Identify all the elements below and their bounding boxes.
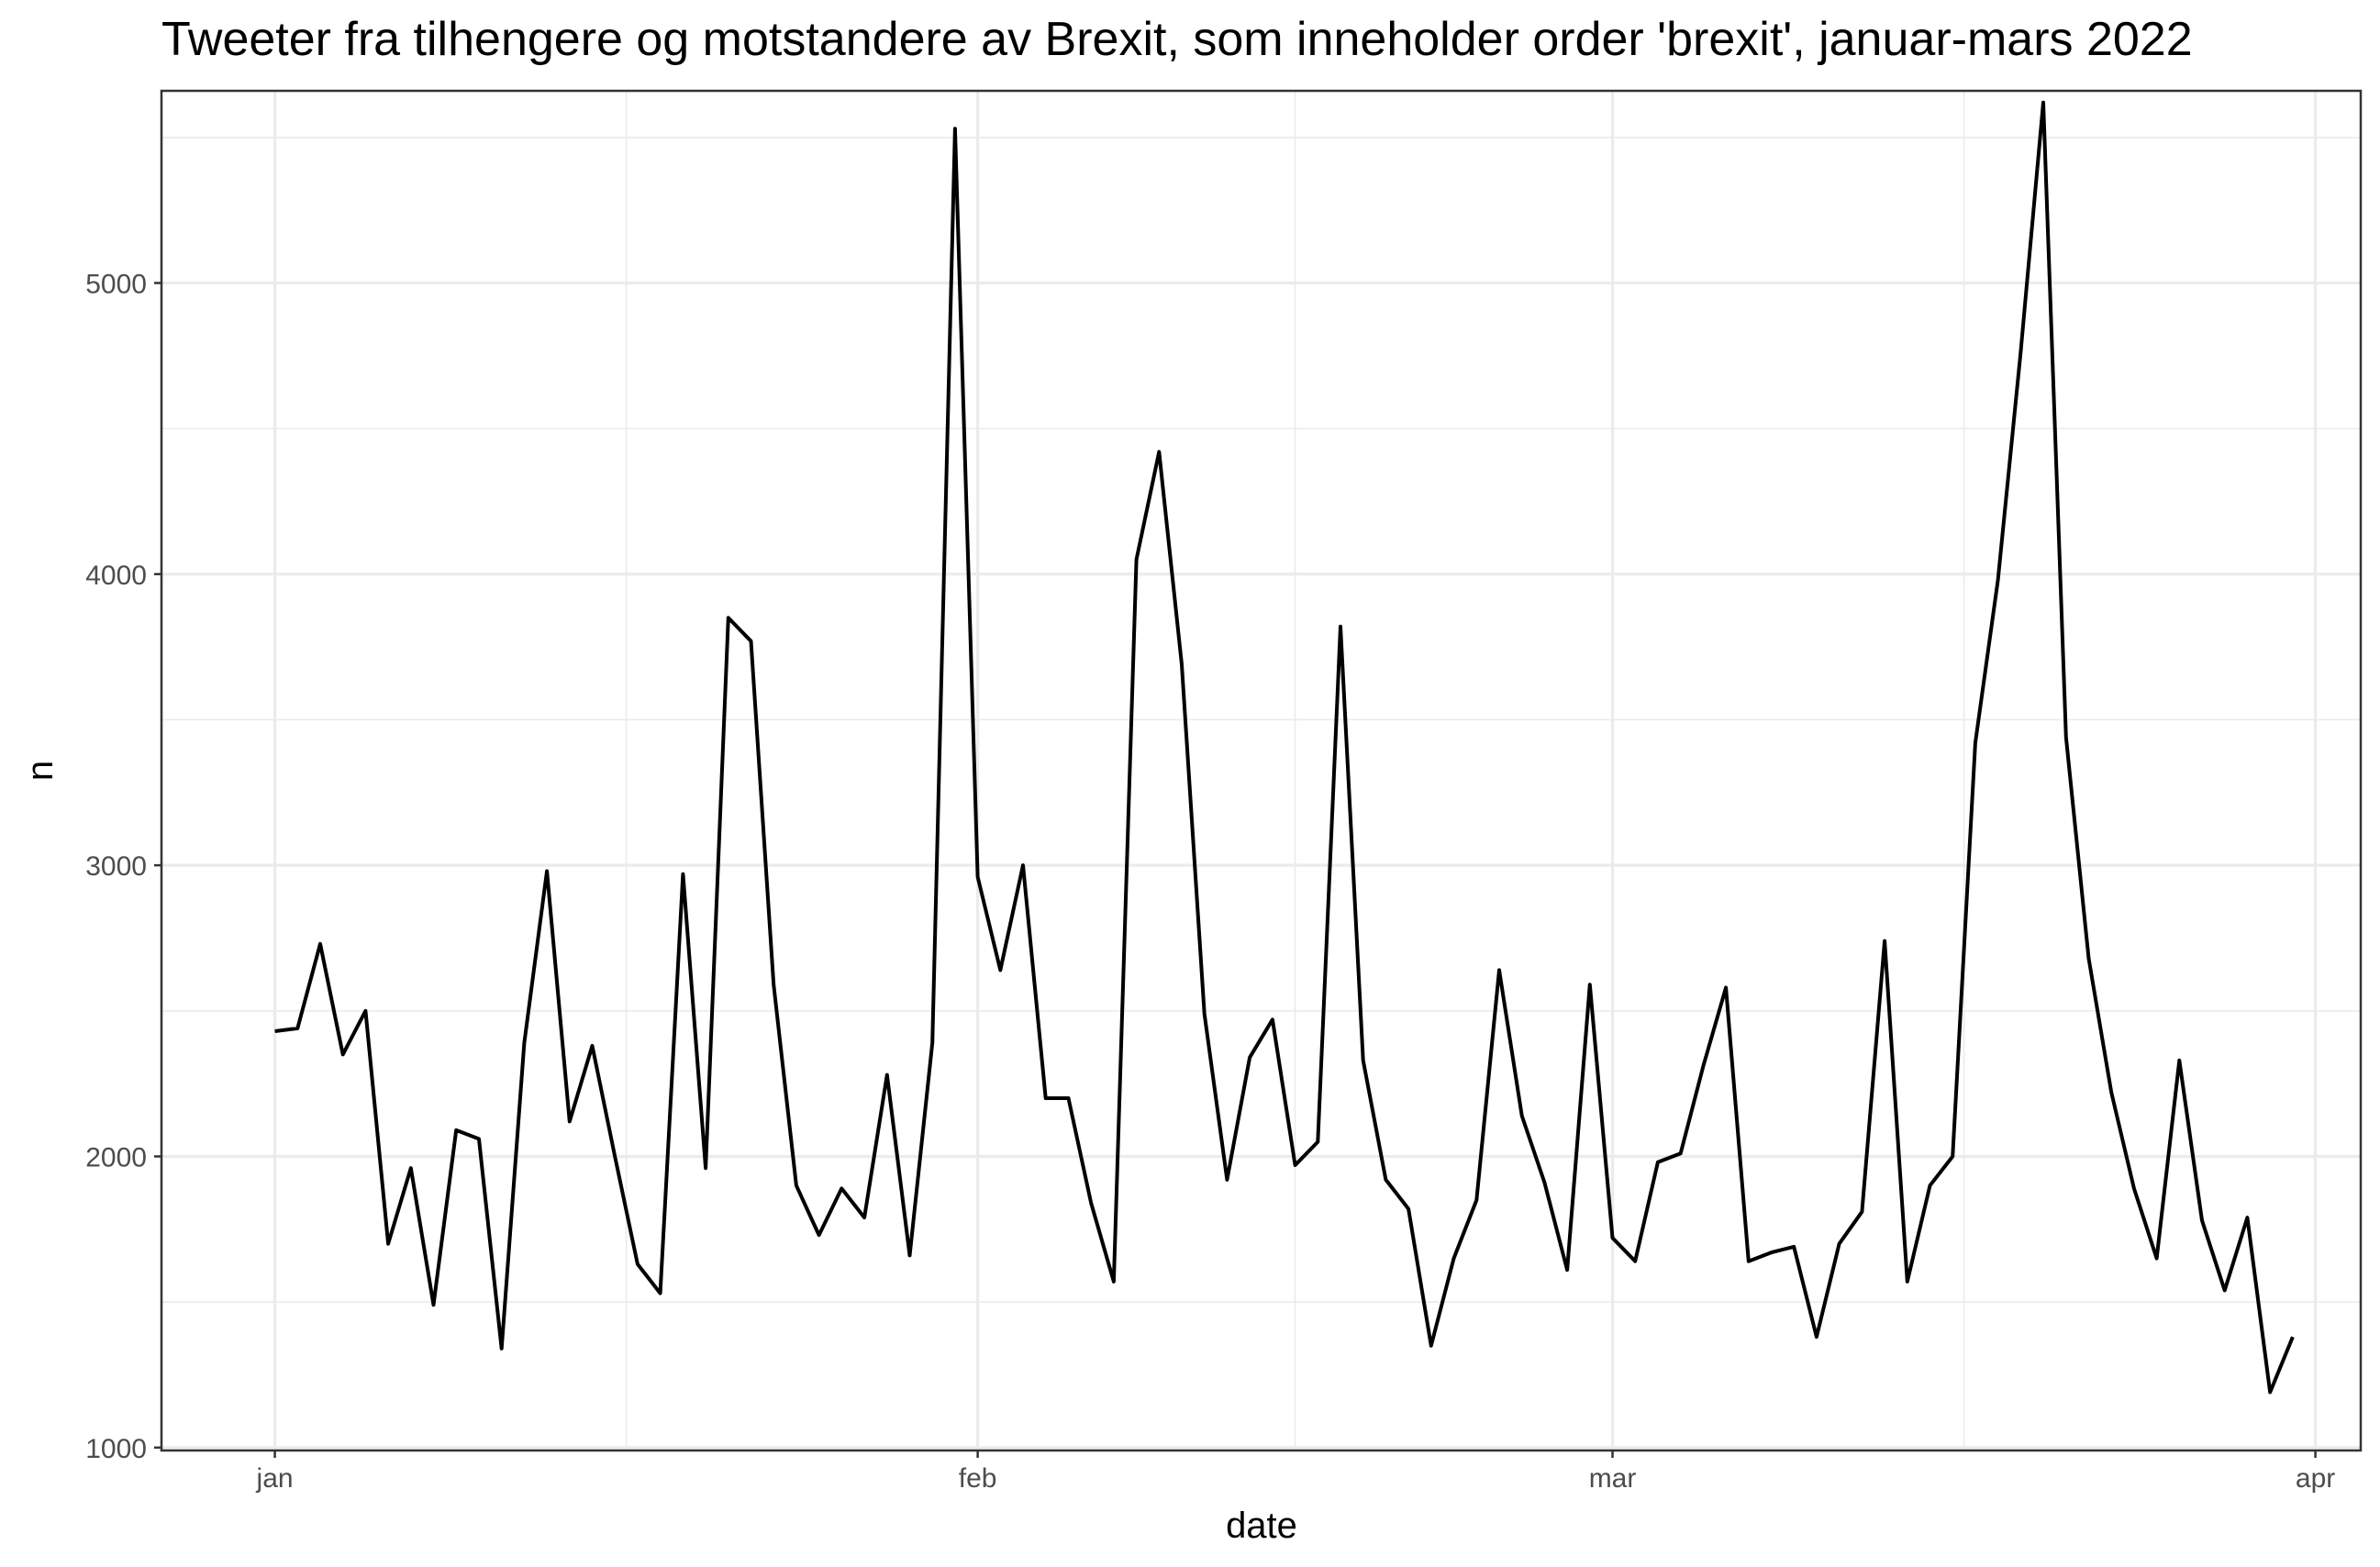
y-axis-title: n (20, 761, 61, 781)
x-tick-label: feb (959, 1463, 997, 1494)
y-tick-label: 5000 (85, 269, 147, 299)
plot-panel-border (160, 89, 2363, 1452)
x-tick-label: mar (1589, 1463, 1637, 1494)
x-axis-title: date (1226, 1506, 1297, 1546)
x-tick-label: apr (2296, 1463, 2335, 1494)
chart-title: Tweeter fra tilhengere og motstandere av… (161, 13, 2193, 66)
series-line (274, 100, 2295, 1395)
y-tick-label: 1000 (85, 1434, 147, 1464)
y-tick-label: 2000 (85, 1142, 147, 1172)
y-axis: 1000 2000 3000 4000 5000 (85, 269, 161, 1464)
y-tick-label: 3000 (85, 851, 147, 882)
x-axis: jan feb mar apr (256, 1450, 2335, 1494)
y-tick-label: 4000 (85, 561, 147, 591)
series-line-layer (274, 100, 2295, 1395)
x-tick-label: jan (256, 1463, 294, 1494)
gridlines (161, 91, 2361, 1450)
